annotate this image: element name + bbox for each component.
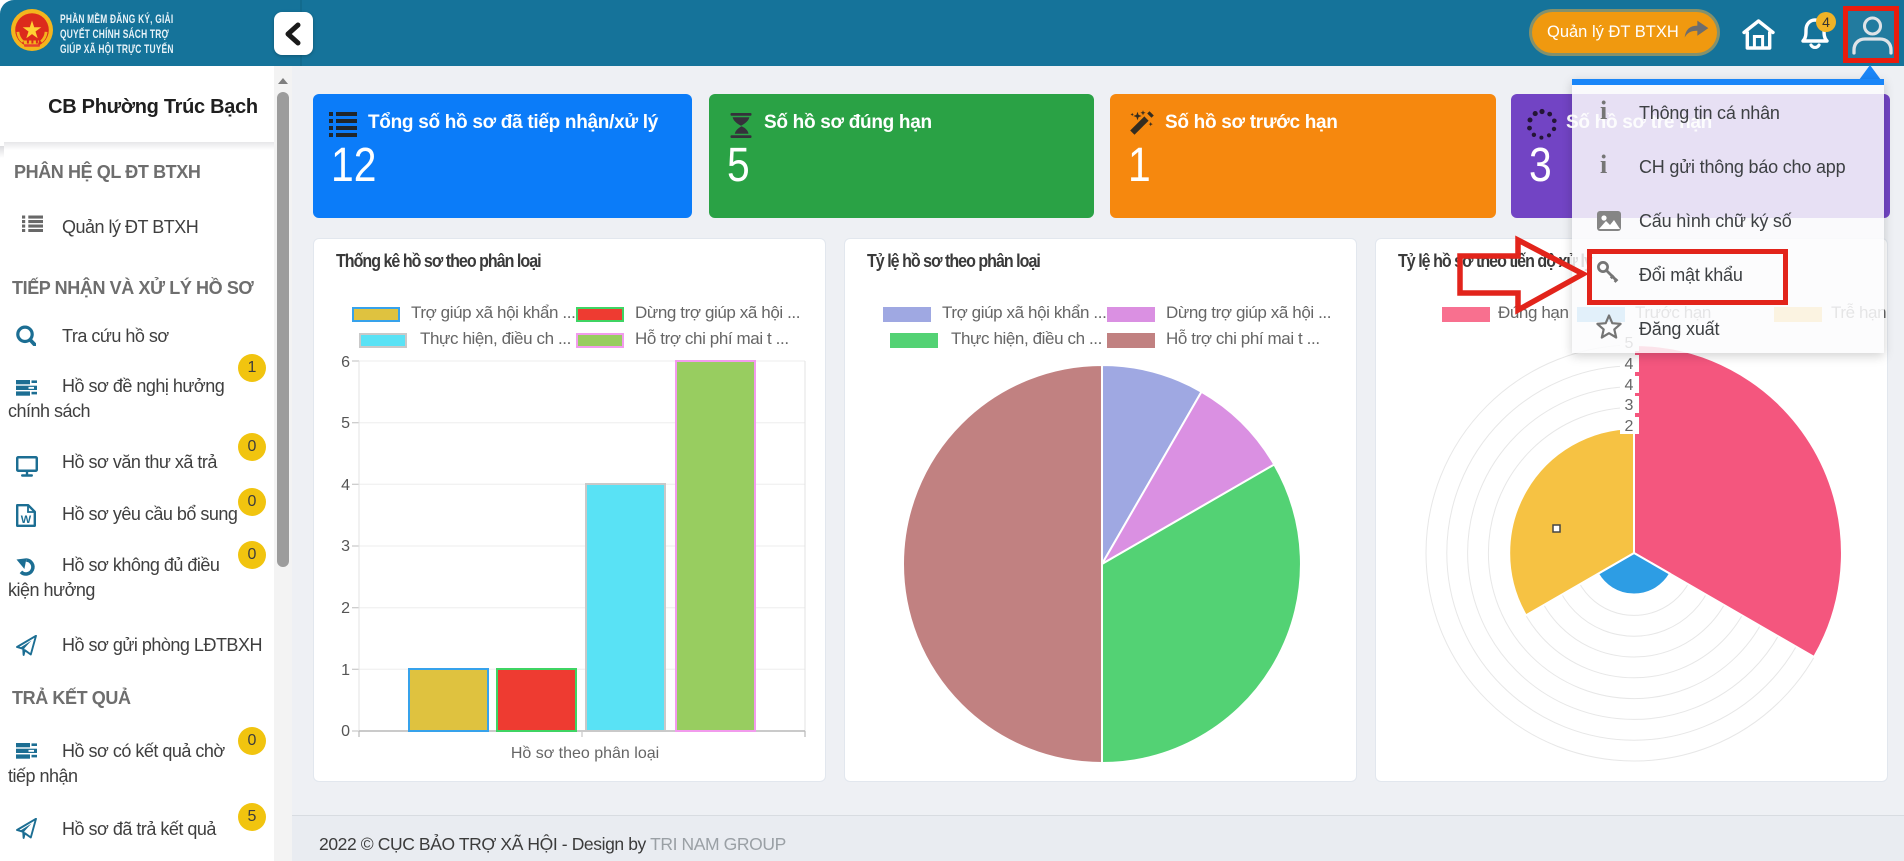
svg-text:2: 2 <box>1625 418 1634 435</box>
svg-text:2: 2 <box>341 600 350 617</box>
svg-text:5: 5 <box>341 415 350 432</box>
svg-text:4: 4 <box>1625 356 1634 373</box>
svg-text:6: 6 <box>341 354 350 371</box>
svg-text:4: 4 <box>1625 377 1634 394</box>
svg-text:4: 4 <box>341 477 350 494</box>
svg-text:3: 3 <box>1625 397 1634 414</box>
svg-text:1: 1 <box>341 662 350 679</box>
svg-text:0: 0 <box>341 723 350 740</box>
svg-text:3: 3 <box>341 538 350 555</box>
svg-text:Hồ sơ theo phân loại: Hồ sơ theo phân loại <box>511 745 659 762</box>
svg-text:W: W <box>21 514 32 526</box>
